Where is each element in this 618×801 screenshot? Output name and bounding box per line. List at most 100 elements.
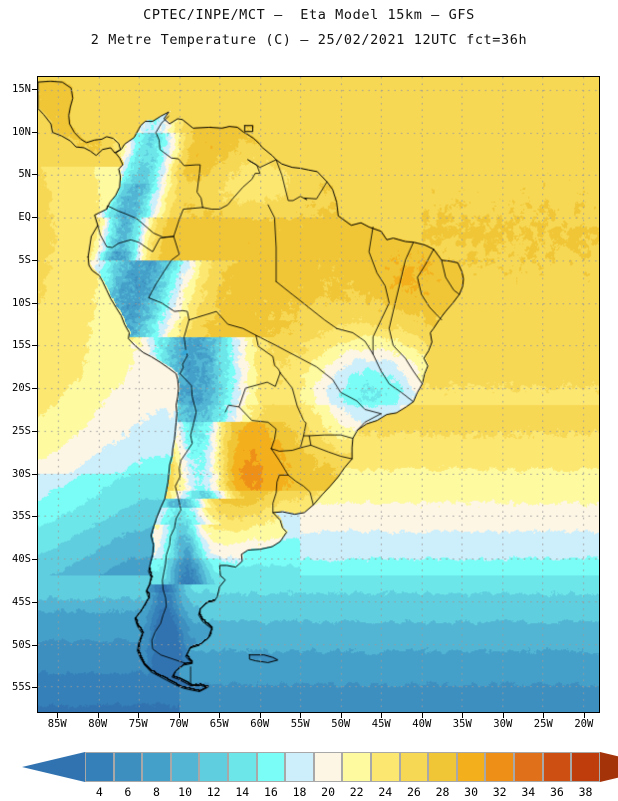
colorbar-segment bbox=[256, 752, 286, 782]
lon-tick-mark bbox=[138, 713, 140, 718]
lon-tick-mark bbox=[381, 713, 383, 718]
colorbar-tick-label: 34 bbox=[521, 785, 536, 799]
colorbar-segment bbox=[342, 752, 371, 782]
colorbar-tick-label: 4 bbox=[95, 785, 103, 799]
lat-tick-mark bbox=[32, 302, 37, 304]
lat-tick-mark bbox=[32, 217, 37, 219]
lat-tick-mark bbox=[32, 559, 37, 561]
temperature-field-canvas bbox=[38, 77, 599, 712]
lat-tick-mark bbox=[32, 473, 37, 475]
lat-tick-label: 50S bbox=[12, 638, 31, 651]
colorbar-tick-label: 18 bbox=[292, 785, 307, 799]
lat-tick-label: 5S bbox=[18, 253, 31, 266]
lat-tick-label: 10N bbox=[12, 125, 31, 138]
colorbar-tick-label: 20 bbox=[321, 785, 336, 799]
page-title: CPTEC/INPE/MCT — Eta Model 15km — GFS bbox=[143, 7, 475, 23]
colorbar-segment bbox=[428, 752, 457, 782]
colorbar-segments bbox=[85, 752, 600, 782]
colorbar-tick-label: 16 bbox=[263, 785, 278, 799]
lon-tick-mark bbox=[97, 713, 99, 718]
colorbar-segment bbox=[199, 752, 228, 782]
colorbar-segment bbox=[142, 752, 171, 782]
lon-tick-label: 30W bbox=[493, 718, 513, 730]
lon-tick-mark bbox=[502, 713, 504, 718]
lon-tick-label: 50W bbox=[331, 718, 351, 730]
lon-tick-mark bbox=[583, 713, 585, 718]
lon-tick-label: 40W bbox=[412, 718, 432, 730]
lon-tick-mark bbox=[543, 713, 545, 718]
lon-tick-label: 70W bbox=[169, 718, 189, 730]
colorbar-tick-label: 8 bbox=[153, 785, 160, 799]
colorbar-tick-label: 6 bbox=[124, 785, 132, 799]
lon-tick-label: 60W bbox=[250, 718, 270, 730]
colorbar-under-arrow bbox=[22, 752, 85, 782]
colorbar-tick-label: 32 bbox=[492, 785, 507, 799]
colorbar-tick-label: 28 bbox=[435, 785, 450, 799]
colorbar-tick-label: 12 bbox=[206, 785, 221, 799]
lat-tick-label: 15N bbox=[12, 82, 31, 95]
colorbar-tick-label: 10 bbox=[178, 785, 193, 799]
lon-tick-mark bbox=[57, 713, 59, 718]
colorbar-over-arrow bbox=[600, 752, 618, 782]
lon-tick-mark bbox=[340, 713, 342, 718]
lat-tick-mark bbox=[32, 430, 37, 432]
lat-tick-mark bbox=[32, 516, 37, 518]
lat-tick-label: 10S bbox=[12, 296, 31, 309]
colorbar-tick-label: 22 bbox=[349, 785, 364, 799]
colorbar-segment bbox=[571, 752, 600, 782]
lat-tick-label: 40S bbox=[12, 553, 31, 566]
lon-tick-mark bbox=[300, 713, 302, 718]
lat-tick-label: 35S bbox=[12, 510, 31, 523]
colorbar-segment bbox=[456, 752, 486, 782]
title-block: CPTEC/INPE/MCT — Eta Model 15km — GFS 2 … bbox=[0, 0, 618, 48]
lon-tick-mark bbox=[462, 713, 464, 718]
lat-tick-label: 5N bbox=[18, 168, 31, 181]
lat-tick-mark bbox=[32, 601, 37, 603]
lon-tick-mark bbox=[219, 713, 221, 718]
lon-tick-label: 65W bbox=[209, 718, 229, 730]
colorbar-segment bbox=[227, 752, 257, 782]
temperature-map-panel bbox=[37, 76, 600, 713]
temperature-colorbar: 4 6 8 10 12 14 16 18 20 22 24 26 28 30 32 34 36 38 bbox=[0, 748, 618, 800]
colorbar-segment bbox=[485, 752, 514, 782]
colorbar-segment bbox=[399, 752, 429, 782]
lon-tick-label: 45W bbox=[371, 718, 391, 730]
lon-tick-label: 75W bbox=[128, 718, 148, 730]
colorbar-segment bbox=[313, 752, 343, 782]
lon-tick-mark bbox=[259, 713, 261, 718]
lon-tick-label: 20W bbox=[574, 718, 594, 730]
colorbar-segment bbox=[285, 752, 314, 782]
lat-tick-label: 55S bbox=[12, 681, 31, 694]
colorbar-tick-label: 24 bbox=[378, 785, 393, 799]
lat-tick-label: EQ bbox=[18, 211, 31, 224]
lat-tick-label: 20S bbox=[12, 382, 31, 395]
colorbar-segment bbox=[542, 752, 572, 782]
colorbar-tick-label: 26 bbox=[406, 785, 421, 799]
colorbar-tick-label: 30 bbox=[464, 785, 479, 799]
lon-tick-mark bbox=[421, 713, 423, 718]
colorbar-segment bbox=[113, 752, 143, 782]
lat-tick-mark bbox=[32, 259, 37, 261]
colorbar-tick-label: 38 bbox=[578, 785, 593, 799]
lon-tick-label: 85W bbox=[47, 718, 67, 730]
lat-tick-label: 30S bbox=[12, 467, 31, 480]
colorbar-tick-label: 36 bbox=[549, 785, 564, 799]
lat-tick-mark bbox=[32, 88, 37, 90]
lon-tick-label: 25W bbox=[533, 718, 553, 730]
lon-tick-label: 55W bbox=[290, 718, 310, 730]
colorbar-segment bbox=[370, 752, 400, 782]
colorbar-tick-label: 14 bbox=[235, 785, 250, 799]
page-subtitle: 2 Metre Temperature (C) — 25/02/2021 12U… bbox=[90, 32, 528, 48]
lon-tick-label: 80W bbox=[88, 718, 108, 730]
lat-tick-mark bbox=[32, 644, 37, 646]
colorbar-segment bbox=[513, 752, 543, 782]
lon-tick-label: 35W bbox=[452, 718, 472, 730]
lat-tick-label: 15S bbox=[12, 339, 31, 352]
colorbar-tick-labels: 4 6 8 10 12 14 16 18 20 22 24 26 28 30 32 34 36 38 bbox=[0, 785, 618, 801]
lat-tick-mark bbox=[32, 174, 37, 176]
lat-tick-mark bbox=[32, 345, 37, 347]
lon-tick-mark bbox=[178, 713, 180, 718]
lat-tick-mark bbox=[32, 687, 37, 689]
lat-tick-mark bbox=[32, 388, 37, 390]
lat-tick-mark bbox=[32, 131, 37, 133]
